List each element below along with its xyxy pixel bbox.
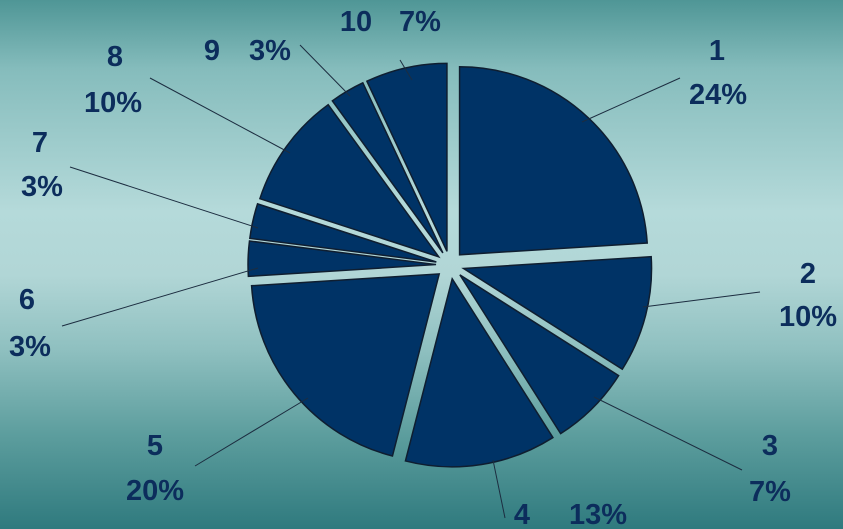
slice-value-label: 3% bbox=[21, 171, 63, 203]
slice-category-label: 1 bbox=[709, 35, 725, 67]
pie-slice-4 bbox=[404, 276, 554, 468]
slice-category-label: 7 bbox=[32, 127, 48, 159]
slice-value-label: 10% bbox=[779, 301, 837, 333]
leader-line-2 bbox=[642, 291, 761, 308]
slice-value-label: 7% bbox=[399, 6, 441, 38]
slice-value-label: 10% bbox=[84, 87, 142, 119]
slice-category-label: 4 bbox=[514, 499, 530, 529]
leader-line-3 bbox=[593, 396, 743, 471]
leader-line-10 bbox=[399, 59, 413, 81]
pie-slice-1 bbox=[458, 66, 649, 256]
pie-slice-5 bbox=[250, 273, 441, 457]
slice-value-label: 3% bbox=[249, 35, 291, 67]
leader-line-9 bbox=[299, 44, 351, 97]
slice-value-label: 7% bbox=[749, 476, 791, 508]
slice-category-label: 8 bbox=[107, 41, 123, 73]
slice-value-label: 24% bbox=[689, 79, 747, 111]
leader-line-1 bbox=[581, 77, 681, 123]
leader-line-5 bbox=[194, 397, 309, 467]
pie-slice-10 bbox=[365, 62, 448, 252]
pie-slice-2 bbox=[461, 255, 653, 371]
pie-slice-6 bbox=[247, 240, 437, 278]
pie-slices bbox=[247, 62, 653, 468]
slice-category-label: 9 bbox=[204, 35, 220, 67]
leader-line-7 bbox=[69, 166, 259, 229]
slice-category-label: 2 bbox=[800, 258, 816, 290]
slice-category-label: 5 bbox=[147, 430, 163, 462]
pie-slice-9 bbox=[331, 81, 444, 254]
leader-line-4 bbox=[492, 459, 506, 519]
pie-slice-7 bbox=[248, 202, 437, 263]
slice-labels: 1 24% 2 10% 3 7% 4 13% 5 20% 6 3% 7 3% 8 10% 9 3% 10 7% bbox=[9, 6, 837, 529]
slice-category-label: 10 bbox=[340, 6, 372, 38]
leader-line-8 bbox=[149, 77, 291, 154]
pie-slice-8 bbox=[258, 103, 441, 259]
leader-lines bbox=[61, 44, 761, 519]
slice-value-label: 13% bbox=[569, 499, 627, 529]
slice-category-label: 6 bbox=[19, 284, 35, 316]
slice-category-label: 3 bbox=[762, 430, 778, 462]
leader-line-6 bbox=[61, 267, 259, 327]
pie-slice-3 bbox=[459, 274, 620, 435]
slice-value-label: 3% bbox=[9, 331, 51, 363]
slice-value-label: 20% bbox=[126, 475, 184, 507]
